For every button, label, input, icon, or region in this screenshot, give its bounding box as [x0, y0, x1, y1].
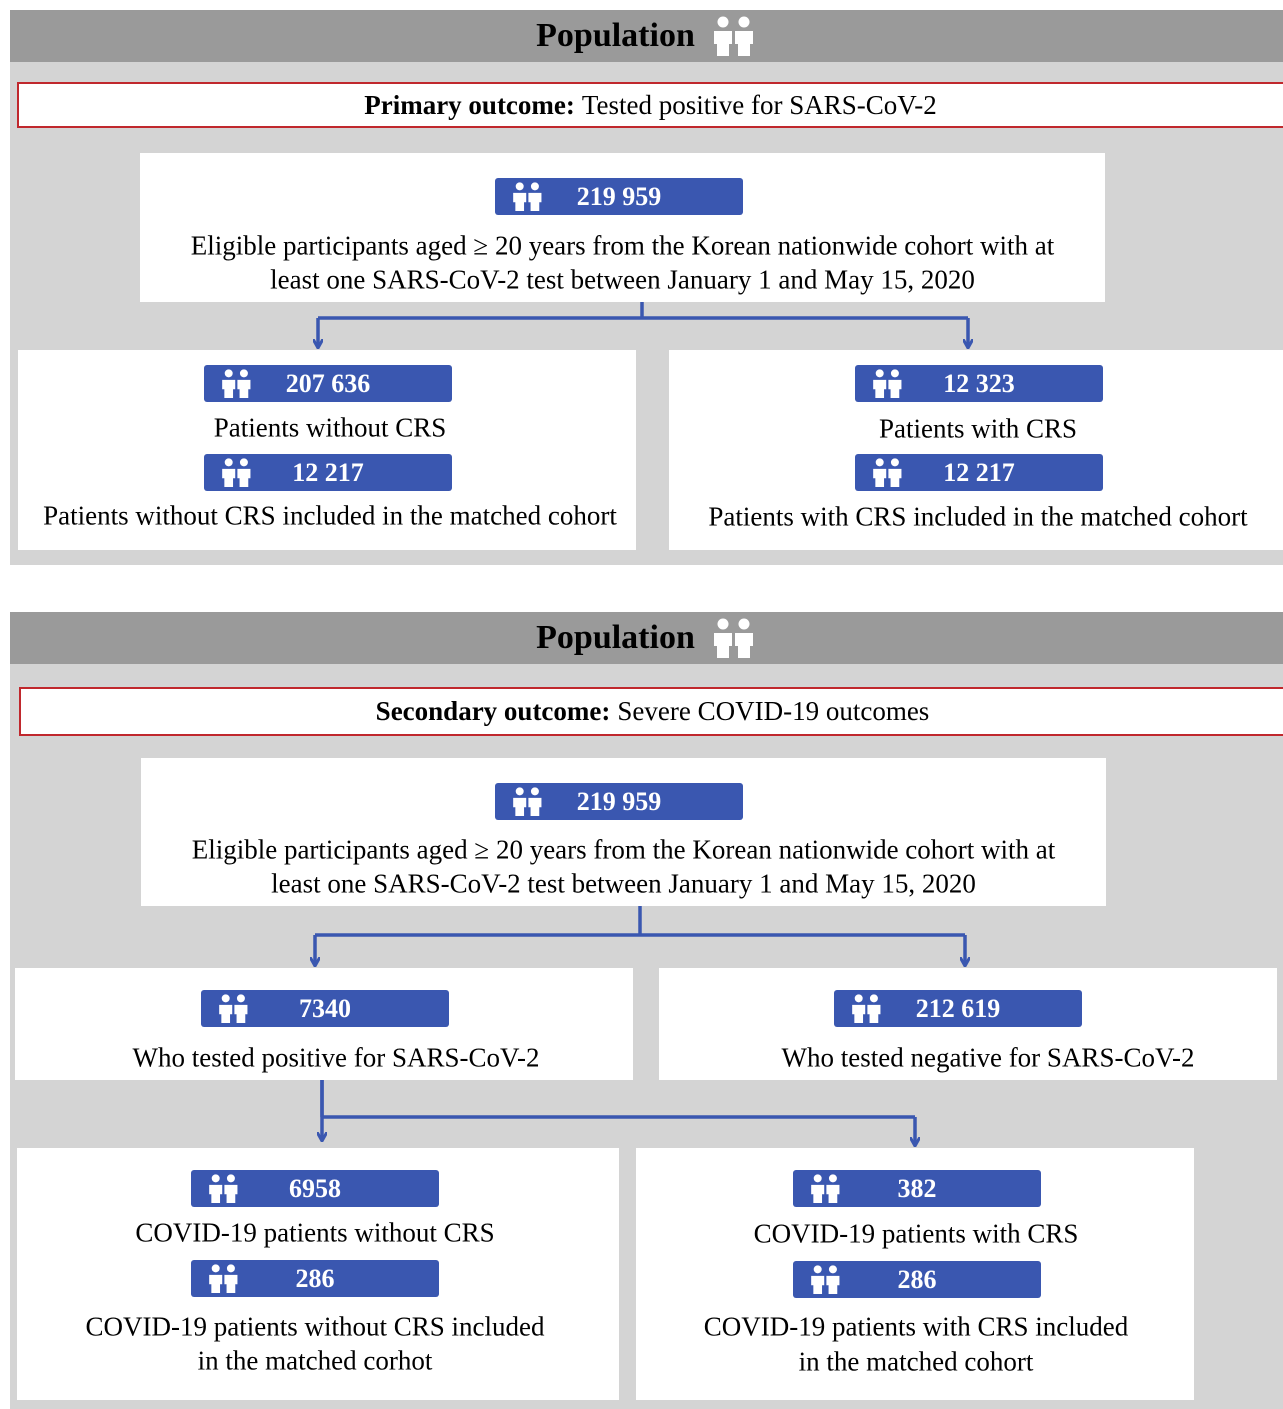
outcome-text: Severe COVID-19 outcomes	[617, 696, 930, 726]
header-title: Population	[536, 619, 695, 656]
branch-text: in the matched cohort	[798, 1346, 1034, 1377]
count: 7340	[299, 993, 351, 1023]
outcome-box: Secondary outcome: Severe COVID-19 outcom…	[19, 687, 1283, 736]
outcome-label: Primary outcome:	[364, 89, 575, 120]
branch-text: COVID-19 patients without CRS included	[85, 1311, 545, 1342]
root-text: Eligible participants aged ≥ 20 years fr…	[191, 834, 1056, 865]
count-badge: 12 217	[204, 454, 452, 491]
branch-text: COVID-19 patients without CRS	[135, 1217, 495, 1248]
people-icon	[219, 994, 248, 1023]
root-box	[140, 153, 1105, 302]
count: 207 636	[285, 368, 371, 398]
people-icon	[513, 182, 542, 211]
people-icon	[513, 787, 542, 816]
branch-text: Who tested negative for SARS-CoV-2	[781, 1042, 1195, 1073]
people-icon	[873, 369, 902, 398]
count-badge: 207 636	[204, 365, 452, 402]
count: 219 959	[576, 786, 662, 816]
count-badge: 219 959	[495, 178, 743, 215]
people-icon	[852, 994, 881, 1023]
header-title: Population	[536, 17, 695, 54]
outcome-box: Primary outcome: Tested positive for SARS…	[17, 82, 1283, 128]
outcome-label: Secondary outcome:	[375, 696, 611, 726]
root-text: Eligible participants aged ≥ 20 years fr…	[190, 230, 1055, 261]
panel-header: Population	[10, 612, 1283, 664]
root-box	[141, 758, 1106, 906]
branch-text: Patients without CRS included in the mat…	[43, 500, 617, 531]
branch-text: Patients with CRS included in the matche…	[708, 501, 1248, 532]
count: 6958	[289, 1173, 341, 1203]
people-icon	[222, 369, 251, 398]
count-badge: 12 217	[855, 454, 1103, 491]
branch-text: COVID-19 patients with CRS included	[703, 1311, 1129, 1342]
root-text: least one SARS-CoV-2 test between Januar…	[271, 868, 976, 899]
people-icon	[713, 16, 753, 56]
branch-text: COVID-19 patients with CRS	[753, 1218, 1079, 1249]
branch-text: Who tested positive for SARS-CoV-2	[132, 1042, 540, 1073]
count-badge: 212 619	[834, 990, 1082, 1027]
root-text: least one SARS-CoV-2 test between Januar…	[270, 264, 975, 295]
count: 212 619	[915, 993, 1001, 1023]
count: 219 959	[576, 181, 662, 211]
count-badge: 219 959	[495, 783, 743, 820]
count-badge: 6958	[191, 1170, 439, 1207]
outcome-text: Tested positive for SARS-CoV-2	[581, 89, 937, 120]
count-badge: 286	[793, 1261, 1041, 1298]
people-icon	[222, 458, 251, 487]
count: 382	[897, 1173, 937, 1203]
panel-header: Population	[10, 10, 1283, 62]
people-icon	[209, 1264, 238, 1293]
count-badge: 7340	[201, 990, 449, 1027]
branch-text: in the matched corhot	[197, 1345, 433, 1376]
count: 12 217	[943, 457, 1015, 487]
people-icon	[713, 618, 753, 658]
count-badge: 286	[191, 1260, 439, 1297]
branch-text: Patients without CRS	[213, 412, 447, 443]
people-icon	[811, 1265, 840, 1294]
count: 286	[295, 1263, 335, 1293]
people-icon	[209, 1174, 238, 1203]
people-icon	[873, 458, 902, 487]
count-badge: 382	[793, 1170, 1041, 1207]
count-badge: 12 323	[855, 365, 1103, 402]
count: 12 217	[292, 457, 364, 487]
count: 12 323	[943, 368, 1015, 398]
people-icon	[811, 1174, 840, 1203]
count: 286	[897, 1264, 937, 1294]
branch-text: Patients with CRS	[878, 413, 1078, 444]
